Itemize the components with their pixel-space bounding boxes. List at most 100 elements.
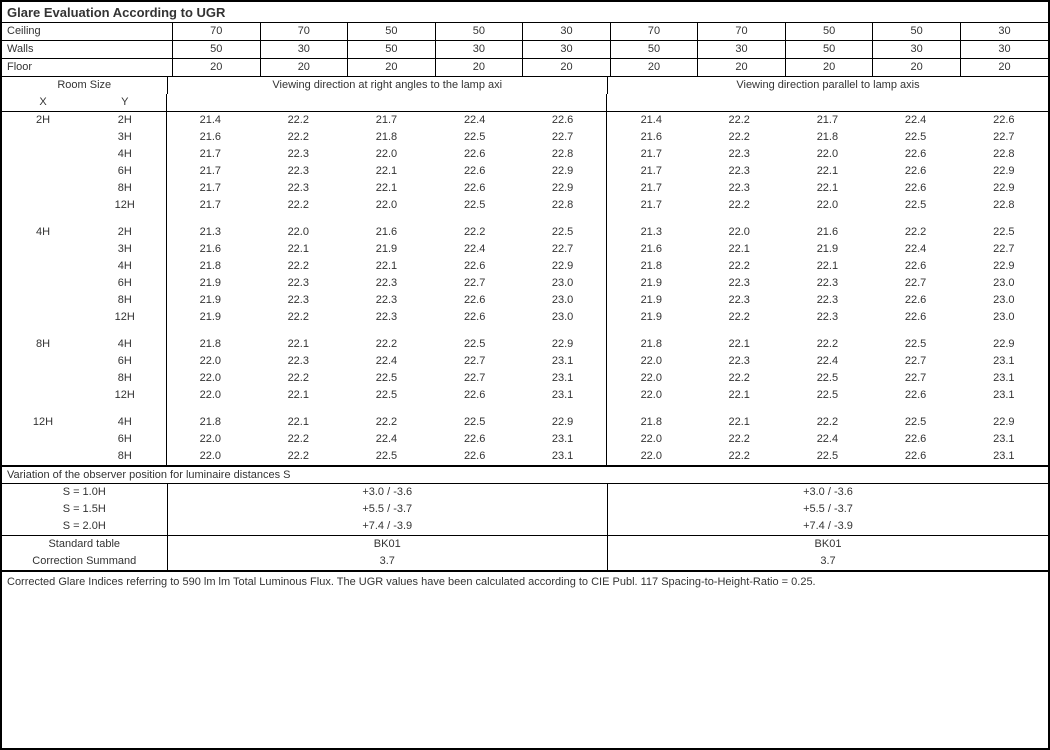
variation-row: S = 1.5H+5.5 / -3.7+5.5 / -3.7 xyxy=(2,501,1048,518)
walls-val: 30 xyxy=(873,41,961,59)
s-label: S = 1.0H xyxy=(2,484,167,501)
value-cell: 22.6 xyxy=(431,387,519,404)
x-cell xyxy=(2,146,84,163)
value-cell: 22.2 xyxy=(431,224,519,241)
variation-row: S = 2.0H+7.4 / -3.9+7.4 / -3.9 xyxy=(2,518,1048,535)
value-cell: 23.1 xyxy=(960,353,1048,370)
value-cell: 22.7 xyxy=(431,370,519,387)
value-cell: 22.2 xyxy=(342,336,430,353)
ceiling-val: 50 xyxy=(873,23,961,41)
value-cell: 22.7 xyxy=(519,129,607,146)
data-row: 4H2H21.322.021.622.222.521.322.021.622.2… xyxy=(2,224,1048,241)
walls-val: 30 xyxy=(960,41,1048,59)
floor-val: 20 xyxy=(960,59,1048,77)
value-cell: 22.5 xyxy=(431,197,519,214)
floor-val: 20 xyxy=(173,59,261,77)
value-cell: 22.3 xyxy=(783,275,871,292)
room-size-header: Room Size xyxy=(2,77,167,94)
value-cell: 22.1 xyxy=(254,336,342,353)
value-cell: 22.0 xyxy=(166,448,254,465)
variation-table: S = 1.0H+3.0 / -3.6+3.0 / -3.6S = 1.5H+5… xyxy=(2,484,1048,535)
s-left: +7.4 / -3.9 xyxy=(167,518,608,535)
value-cell: 22.9 xyxy=(960,414,1048,431)
value-cell: 22.2 xyxy=(254,431,342,448)
value-cell: 22.2 xyxy=(695,448,783,465)
value-cell: 22.1 xyxy=(783,180,871,197)
value-cell: 22.6 xyxy=(431,448,519,465)
value-cell: 23.0 xyxy=(519,309,607,326)
value-cell: 23.1 xyxy=(960,448,1048,465)
value-cell: 22.5 xyxy=(783,448,871,465)
floor-val: 20 xyxy=(523,59,611,77)
value-cell: 21.9 xyxy=(166,309,254,326)
ceiling-val: 50 xyxy=(435,23,523,41)
floor-row: Floor 20 20 20 20 20 20 20 20 20 20 xyxy=(2,59,1048,77)
value-cell: 22.5 xyxy=(342,448,430,465)
dir-left-header: Viewing direction at right angles to the… xyxy=(167,77,607,94)
value-cell: 22.6 xyxy=(872,292,960,309)
ceiling-val: 70 xyxy=(260,23,348,41)
floor-val: 20 xyxy=(260,59,348,77)
value-cell: 22.2 xyxy=(783,336,871,353)
value-cell: 22.3 xyxy=(783,309,871,326)
value-cell: 22.7 xyxy=(431,275,519,292)
s-right: +3.0 / -3.6 xyxy=(608,484,1049,501)
y-cell: 2H xyxy=(84,112,166,130)
value-cell: 22.2 xyxy=(695,112,783,130)
value-cell: 22.1 xyxy=(342,180,430,197)
value-cell: 22.3 xyxy=(342,275,430,292)
ceiling-val: 50 xyxy=(785,23,873,41)
x-cell xyxy=(2,353,84,370)
data-row: 6H22.022.322.422.723.122.022.322.422.723… xyxy=(2,353,1048,370)
ceiling-val: 50 xyxy=(348,23,436,41)
y-cell: 8H xyxy=(84,448,166,465)
value-cell: 22.3 xyxy=(342,309,430,326)
walls-label: Walls xyxy=(2,41,173,59)
value-cell: 22.3 xyxy=(254,163,342,180)
floor-val: 20 xyxy=(698,59,786,77)
value-cell: 22.6 xyxy=(872,431,960,448)
value-cell: 21.6 xyxy=(166,129,254,146)
value-cell: 22.9 xyxy=(519,163,607,180)
value-cell: 22.6 xyxy=(872,448,960,465)
value-cell: 22.1 xyxy=(342,163,430,180)
variation-row: S = 1.0H+3.0 / -3.6+3.0 / -3.6 xyxy=(2,484,1048,501)
value-cell: 23.1 xyxy=(519,448,607,465)
y-cell: 12H xyxy=(84,197,166,214)
value-cell: 21.6 xyxy=(607,129,695,146)
value-cell: 21.3 xyxy=(166,224,254,241)
y-cell: 6H xyxy=(84,163,166,180)
walls-row: Walls 50 30 50 30 30 50 30 50 30 30 xyxy=(2,41,1048,59)
x-cell xyxy=(2,180,84,197)
value-cell: 21.7 xyxy=(166,146,254,163)
value-cell: 21.6 xyxy=(607,241,695,258)
value-cell: 22.2 xyxy=(695,431,783,448)
value-cell: 22.0 xyxy=(783,197,871,214)
walls-val: 30 xyxy=(698,41,786,59)
standard-row: Correction Summand3.73.7 xyxy=(2,553,1048,570)
walls-val: 50 xyxy=(610,41,698,59)
y-header: Y xyxy=(84,94,166,112)
value-cell: 22.5 xyxy=(342,370,430,387)
spacer-row xyxy=(2,214,1048,224)
value-cell: 22.6 xyxy=(960,112,1048,130)
floor-val: 20 xyxy=(873,59,961,77)
value-cell: 22.1 xyxy=(783,258,871,275)
data-row: 12H21.922.222.322.623.021.922.222.322.62… xyxy=(2,309,1048,326)
walls-val: 50 xyxy=(348,41,436,59)
value-cell: 22.4 xyxy=(431,112,519,130)
value-cell: 21.7 xyxy=(166,163,254,180)
surfaces-table: Ceiling 70 70 50 50 30 70 70 50 50 30 Wa… xyxy=(2,23,1048,77)
value-cell: 22.6 xyxy=(872,163,960,180)
value-cell: 22.0 xyxy=(254,224,342,241)
value-cell: 22.2 xyxy=(254,112,342,130)
value-cell: 21.8 xyxy=(607,336,695,353)
data-row: 12H22.022.122.522.623.122.022.122.522.62… xyxy=(2,387,1048,404)
value-cell: 22.2 xyxy=(254,129,342,146)
value-cell: 21.4 xyxy=(607,112,695,130)
value-cell: 21.4 xyxy=(166,112,254,130)
value-cell: 22.9 xyxy=(960,336,1048,353)
value-cell: 22.0 xyxy=(166,370,254,387)
value-cell: 22.0 xyxy=(166,353,254,370)
value-cell: 22.6 xyxy=(872,258,960,275)
